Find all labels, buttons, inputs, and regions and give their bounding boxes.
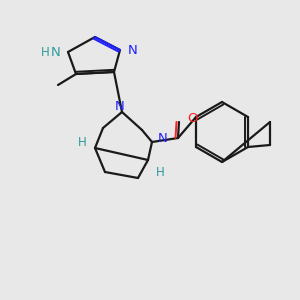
Text: O: O [187,112,197,125]
Text: N: N [128,44,138,56]
Text: N: N [115,100,125,112]
Text: H: H [156,166,164,178]
Text: N: N [50,46,60,59]
Text: H: H [41,46,50,59]
Text: H: H [78,136,86,148]
Text: N: N [158,131,168,145]
